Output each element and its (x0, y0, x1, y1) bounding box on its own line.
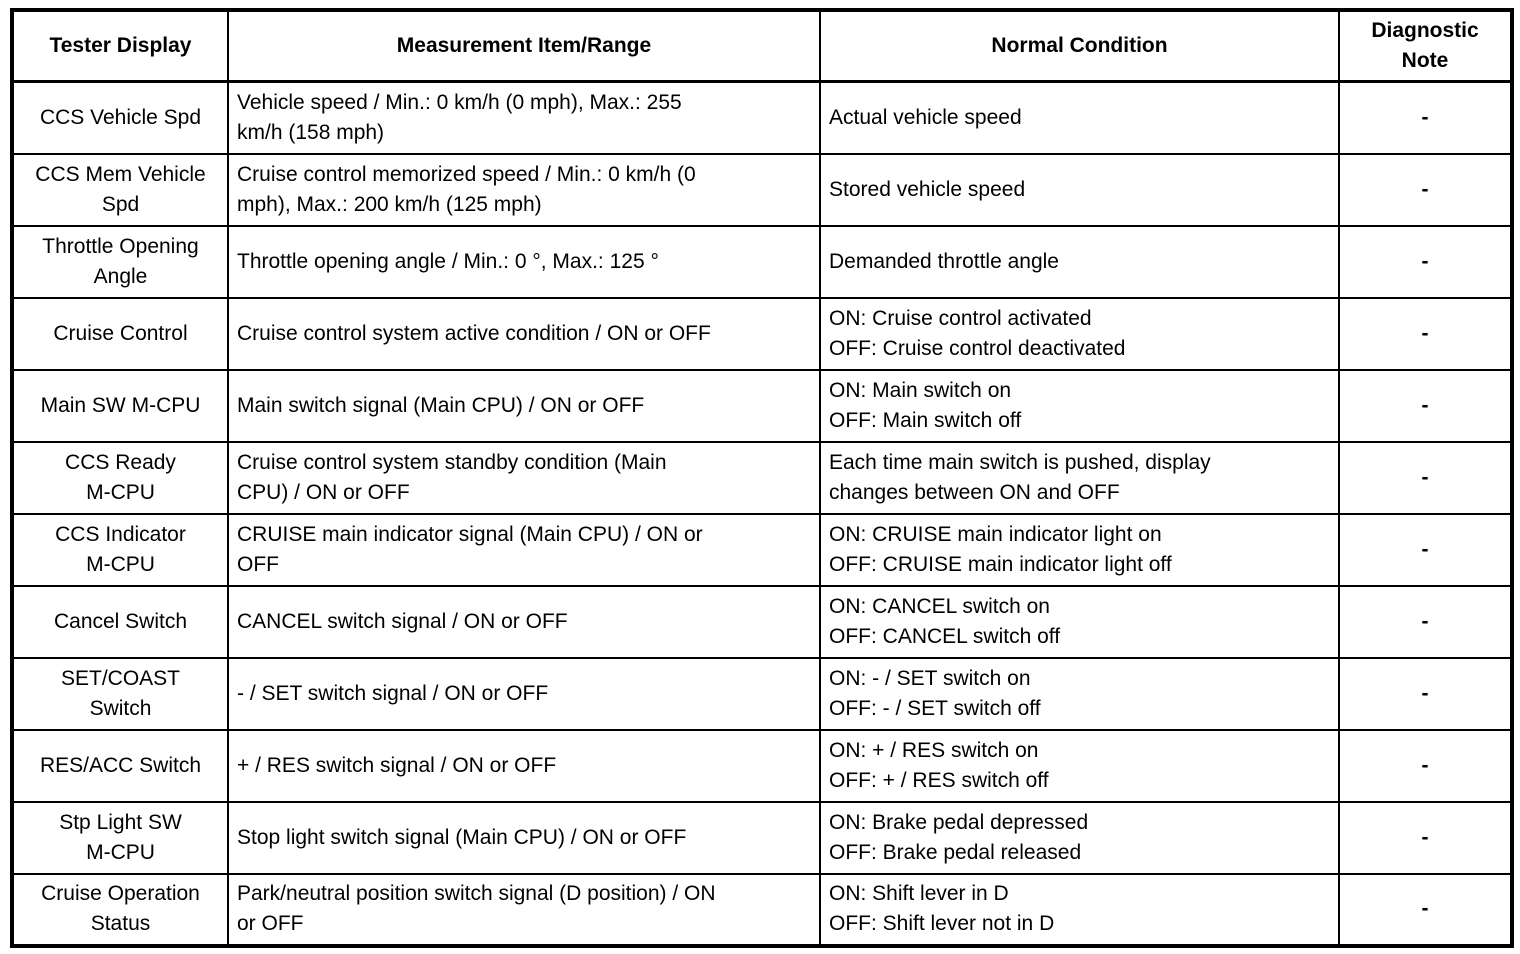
measurement-item-range-cell: Cruise control system active condition /… (227, 296, 821, 371)
tester-display-cell: CCS Mem Vehicle Spd (11, 152, 229, 227)
diagnostic-note-cell: - (1338, 656, 1513, 731)
diagnostic-note-cell: - (1338, 512, 1513, 587)
table-row: CCS Vehicle Spd Vehicle speed / Min.: 0 … (11, 80, 1513, 155)
normal-condition-cell: Each time main switch is pushed, display… (819, 440, 1340, 515)
normal-condition-cell: ON: Main switch on OFF: Main switch off (819, 368, 1340, 443)
tester-display-cell: CCS Vehicle Spd (11, 80, 229, 155)
diagnostic-note-cell: - (1338, 440, 1513, 515)
table-row: Stp Light SW M-CPU Stop light switch sig… (11, 800, 1513, 875)
measurement-item-range-cell: Stop light switch signal (Main CPU) / ON… (227, 800, 821, 875)
header-row: Tester Display Measurement Item/Range No… (11, 9, 1513, 84)
table-row: Cruise Control Cruise control system act… (11, 296, 1513, 371)
tester-display-cell: Cruise Control (11, 296, 229, 371)
tester-display-cell: Cruise Operation Status (11, 872, 229, 947)
diagnostic-note-cell: - (1338, 80, 1513, 155)
column-header-diagnostic-note: Diagnostic Note (1338, 9, 1513, 84)
column-header-measurement-item-range: Measurement Item/Range (227, 9, 821, 84)
measurement-item-range-cell: Park/neutral position switch signal (D p… (227, 872, 821, 947)
tester-display-cell: CCS Indicator M-CPU (11, 512, 229, 587)
tester-display-cell: Main SW M-CPU (11, 368, 229, 443)
table-row: RES/ACC Switch + / RES switch signal / O… (11, 728, 1513, 803)
diagnostic-note-cell: - (1338, 872, 1513, 947)
table-row: Main SW M-CPU Main switch signal (Main C… (11, 368, 1513, 443)
normal-condition-cell: ON: Brake pedal depressed OFF: Brake ped… (819, 800, 1340, 875)
diagnostic-note-cell: - (1338, 800, 1513, 875)
diagnostic-note-cell: - (1338, 296, 1513, 371)
measurement-item-range-cell: + / RES switch signal / ON or OFF (227, 728, 821, 803)
measurement-item-range-cell: CRUISE main indicator signal (Main CPU) … (227, 512, 821, 587)
table-row: CCS Mem Vehicle Spd Cruise control memor… (11, 152, 1513, 227)
measurement-item-range-cell: CANCEL switch signal / ON or OFF (227, 584, 821, 659)
normal-condition-cell: ON: CANCEL switch on OFF: CANCEL switch … (819, 584, 1340, 659)
diagnostic-note-cell: - (1338, 224, 1513, 299)
table-row: Cancel Switch CANCEL switch signal / ON … (11, 584, 1513, 659)
table-row: Cruise Operation Status Park/neutral pos… (11, 872, 1513, 947)
diagnostic-note-cell: - (1338, 368, 1513, 443)
normal-condition-cell: Demanded throttle angle (819, 224, 1340, 299)
normal-condition-cell: ON: CRUISE main indicator light on OFF: … (819, 512, 1340, 587)
table-row: CCS Indicator M-CPU CRUISE main indicato… (11, 512, 1513, 587)
tester-display-cell: SET/COAST Switch (11, 656, 229, 731)
diagnostic-note-cell: - (1338, 584, 1513, 659)
column-header-normal-condition: Normal Condition (819, 9, 1340, 84)
measurement-item-range-cell: - / SET switch signal / ON or OFF (227, 656, 821, 731)
data-list-table: Tester Display Measurement Item/Range No… (10, 8, 1514, 948)
normal-condition-cell: ON: Shift lever in D OFF: Shift lever no… (819, 872, 1340, 947)
table-row: Throttle Opening Angle Throttle opening … (11, 224, 1513, 299)
normal-condition-cell: ON: - / SET switch on OFF: - / SET switc… (819, 656, 1340, 731)
tester-display-cell: Cancel Switch (11, 584, 229, 659)
diagnostic-note-cell: - (1338, 152, 1513, 227)
table-row: CCS Ready M-CPU Cruise control system st… (11, 440, 1513, 515)
normal-condition-cell: ON: + / RES switch on OFF: + / RES switc… (819, 728, 1340, 803)
tester-display-cell: Throttle Opening Angle (11, 224, 229, 299)
measurement-item-range-cell: Vehicle speed / Min.: 0 km/h (0 mph), Ma… (227, 80, 821, 155)
tester-display-cell: RES/ACC Switch (11, 728, 229, 803)
measurement-item-range-cell: Main switch signal (Main CPU) / ON or OF… (227, 368, 821, 443)
table-row: SET/COAST Switch - / SET switch signal /… (11, 656, 1513, 731)
diagnostic-note-cell: - (1338, 728, 1513, 803)
tester-display-cell: CCS Ready M-CPU (11, 440, 229, 515)
normal-condition-cell: Stored vehicle speed (819, 152, 1340, 227)
normal-condition-cell: ON: Cruise control activated OFF: Cruise… (819, 296, 1340, 371)
table-body: CCS Vehicle Spd Vehicle speed / Min.: 0 … (11, 80, 1513, 947)
measurement-item-range-cell: Throttle opening angle / Min.: 0 °, Max.… (227, 224, 821, 299)
measurement-item-range-cell: Cruise control system standby condition … (227, 440, 821, 515)
tester-display-cell: Stp Light SW M-CPU (11, 800, 229, 875)
column-header-tester-display: Tester Display (11, 9, 229, 84)
measurement-item-range-cell: Cruise control memorized speed / Min.: 0… (227, 152, 821, 227)
normal-condition-cell: Actual vehicle speed (819, 80, 1340, 155)
